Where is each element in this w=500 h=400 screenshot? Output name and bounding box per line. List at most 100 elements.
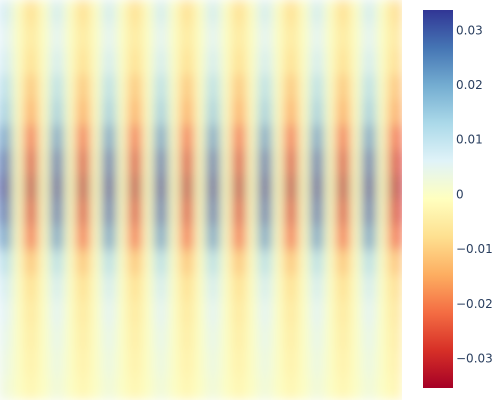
heatmap-cell — [258, 75, 272, 101]
heatmap-cell — [206, 325, 220, 351]
heatmap-cell — [284, 300, 298, 326]
heatmap-cell — [76, 225, 90, 251]
heatmap-cell — [219, 175, 233, 201]
heatmap-cell — [11, 50, 25, 76]
heatmap-cell — [89, 175, 103, 201]
colorbar — [423, 10, 453, 388]
heatmap-cell — [258, 50, 272, 76]
heatmap-cell — [37, 50, 51, 76]
heatmap-cell — [37, 350, 51, 376]
heatmap-cell — [271, 100, 285, 126]
heatmap-cell — [11, 200, 25, 226]
colorbar-tick-label: −0.01 — [456, 242, 493, 256]
heatmap-cell — [206, 200, 220, 226]
heatmap-cell — [349, 275, 363, 301]
heatmap-cell — [63, 325, 77, 351]
heatmap-cell — [375, 200, 389, 226]
heatmap-cell — [297, 150, 311, 176]
heatmap-cell — [375, 325, 389, 351]
heatmap-cell — [388, 150, 402, 176]
heatmap-cell — [154, 350, 168, 376]
heatmap-cell — [310, 350, 324, 376]
heatmap-cell — [375, 0, 389, 26]
heatmap-cell — [193, 200, 207, 226]
heatmap-cell — [349, 0, 363, 26]
heatmap-cell — [50, 75, 64, 101]
heatmap-cell — [375, 175, 389, 201]
heatmap-cell — [76, 75, 90, 101]
heatmap-cell — [388, 375, 402, 400]
heatmap-cell — [388, 225, 402, 251]
heatmap-cell — [76, 100, 90, 126]
heatmap-cell — [271, 225, 285, 251]
heatmap-cell — [76, 325, 90, 351]
heatmap-cell — [50, 25, 64, 51]
heatmap-cell — [232, 250, 246, 276]
heatmap-cell — [76, 25, 90, 51]
heatmap-cell — [323, 175, 337, 201]
heatmap-cell — [50, 275, 64, 301]
colorbar-tick-label: −0.03 — [456, 352, 493, 366]
heatmap-cell — [154, 100, 168, 126]
heatmap-cell — [232, 50, 246, 76]
heatmap-cell — [349, 225, 363, 251]
heatmap-cell — [362, 375, 376, 400]
heatmap-cell — [63, 175, 77, 201]
heatmap-cell — [362, 250, 376, 276]
heatmap-cell — [388, 0, 402, 26]
heatmap-cell — [63, 125, 77, 151]
heatmap-cell — [245, 175, 259, 201]
heatmap-cell — [388, 275, 402, 301]
heatmap-cell — [115, 300, 129, 326]
heatmap-cell — [115, 100, 129, 126]
heatmap-cell — [167, 0, 181, 26]
heatmap-cell — [193, 275, 207, 301]
heatmap-cell — [284, 125, 298, 151]
heatmap-cell — [0, 275, 12, 301]
heatmap-cell — [141, 300, 155, 326]
heatmap-cell — [388, 25, 402, 51]
heatmap-cell — [167, 50, 181, 76]
heatmap-cell — [76, 300, 90, 326]
heatmap-cell — [232, 225, 246, 251]
heatmap-cell — [310, 225, 324, 251]
heatmap-cell — [141, 225, 155, 251]
heatmap-cell — [24, 0, 38, 26]
heatmap-cell — [141, 375, 155, 400]
heatmap-cell — [219, 325, 233, 351]
heatmap-cell — [89, 0, 103, 26]
heatmap-cell — [245, 275, 259, 301]
heatmap-cell — [180, 275, 194, 301]
heatmap-cell — [37, 300, 51, 326]
heatmap-cell — [219, 150, 233, 176]
heatmap-cell — [284, 150, 298, 176]
heatmap-cell — [206, 25, 220, 51]
heatmap-cell — [50, 125, 64, 151]
heatmap-cell — [310, 25, 324, 51]
heatmap-cell — [336, 300, 350, 326]
heatmap-cell — [128, 25, 142, 51]
heatmap-cell — [37, 150, 51, 176]
heatmap-cell — [50, 50, 64, 76]
heatmap-cell — [284, 100, 298, 126]
heatmap-cell — [310, 200, 324, 226]
heatmap-cell — [24, 175, 38, 201]
heatmap-cell — [323, 200, 337, 226]
heatmap-cell — [232, 200, 246, 226]
heatmap-cell — [219, 225, 233, 251]
heatmap-cell — [349, 150, 363, 176]
heatmap-cell — [219, 350, 233, 376]
heatmap-cell — [245, 75, 259, 101]
heatmap-cell — [206, 175, 220, 201]
heatmap-cell — [245, 375, 259, 400]
heatmap-cell — [63, 50, 77, 76]
heatmap-cell — [167, 75, 181, 101]
heatmap-cell — [128, 300, 142, 326]
heatmap-cell — [102, 275, 116, 301]
heatmap-cell — [167, 325, 181, 351]
heatmap-cell — [323, 125, 337, 151]
heatmap-cell — [336, 175, 350, 201]
heatmap-cell — [258, 125, 272, 151]
heatmap-cell — [362, 150, 376, 176]
